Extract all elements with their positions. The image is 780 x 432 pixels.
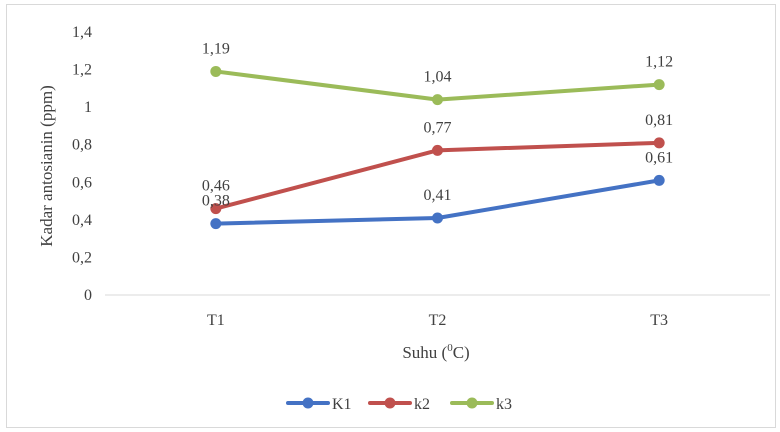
data-label-k2: 0,77 bbox=[424, 119, 452, 136]
y-tick-label: 0 bbox=[84, 287, 92, 304]
data-label-k3: 1,19 bbox=[202, 40, 230, 57]
legend-label: k3 bbox=[496, 396, 512, 413]
legend-item-k1: K1 bbox=[286, 396, 352, 413]
y-axis-title: Kadar antosianin (ppm) bbox=[37, 85, 56, 246]
y-tick-label: 0,4 bbox=[72, 212, 92, 229]
legend-swatch-marker bbox=[302, 397, 314, 409]
data-label-k1: 0,41 bbox=[424, 187, 452, 204]
y-tick-label: 0,8 bbox=[72, 137, 92, 154]
data-label-k3: 1,12 bbox=[645, 54, 673, 71]
series-k1 bbox=[210, 174, 665, 230]
data-point-k2 bbox=[432, 144, 443, 156]
data-label-k1: 0,38 bbox=[202, 193, 230, 210]
y-axis-ticks: 0 0,2 0,4 0,6 0,8 1 1,2 1,4 bbox=[72, 24, 92, 304]
legend-label: K1 bbox=[332, 396, 352, 413]
legend-swatch-marker bbox=[466, 397, 478, 409]
data-labels: 0,38 0,41 0,61 0,46 0,77 0,81 1,19 1,04 1,12 bbox=[202, 40, 673, 209]
y-tick-label: 1,4 bbox=[72, 24, 92, 41]
y-tick-label: 1,2 bbox=[72, 62, 92, 79]
y-tick-label: 1 bbox=[84, 99, 92, 116]
data-label-k3: 1,04 bbox=[424, 69, 452, 86]
legend-swatch-marker bbox=[384, 397, 396, 409]
data-point-k3 bbox=[432, 94, 443, 106]
y-tick-label: 0,2 bbox=[72, 249, 92, 266]
data-point-k1 bbox=[653, 174, 665, 186]
series-k3 bbox=[210, 65, 665, 106]
data-label-k2: 0,81 bbox=[645, 112, 673, 129]
x-axis-title: Suhu (0C) bbox=[402, 342, 469, 362]
legend-label: k2 bbox=[414, 396, 430, 413]
data-point-k1 bbox=[210, 218, 222, 230]
data-point-k3 bbox=[210, 65, 222, 77]
series-k2 bbox=[210, 137, 665, 215]
x-axis-ticks: T1 T2 T3 bbox=[207, 312, 668, 329]
data-label-k1: 0,61 bbox=[645, 149, 673, 166]
data-point-k3 bbox=[653, 79, 665, 91]
y-tick-label: 0,6 bbox=[72, 174, 92, 191]
legend-item-k2: k2 bbox=[368, 396, 430, 413]
data-point-k2 bbox=[210, 203, 222, 215]
x-tick-label: T1 bbox=[207, 312, 225, 329]
x-tick-label: T3 bbox=[650, 312, 668, 329]
data-label-k2: 0,46 bbox=[202, 178, 230, 195]
chart-frame bbox=[6, 4, 776, 428]
data-point-k1 bbox=[432, 212, 443, 224]
legend: K1 k2 k3 bbox=[286, 396, 512, 413]
legend-item-k3: k3 bbox=[450, 396, 512, 413]
x-tick-label: T2 bbox=[429, 312, 447, 329]
data-point-k2 bbox=[653, 137, 665, 149]
series-layer bbox=[210, 65, 665, 230]
